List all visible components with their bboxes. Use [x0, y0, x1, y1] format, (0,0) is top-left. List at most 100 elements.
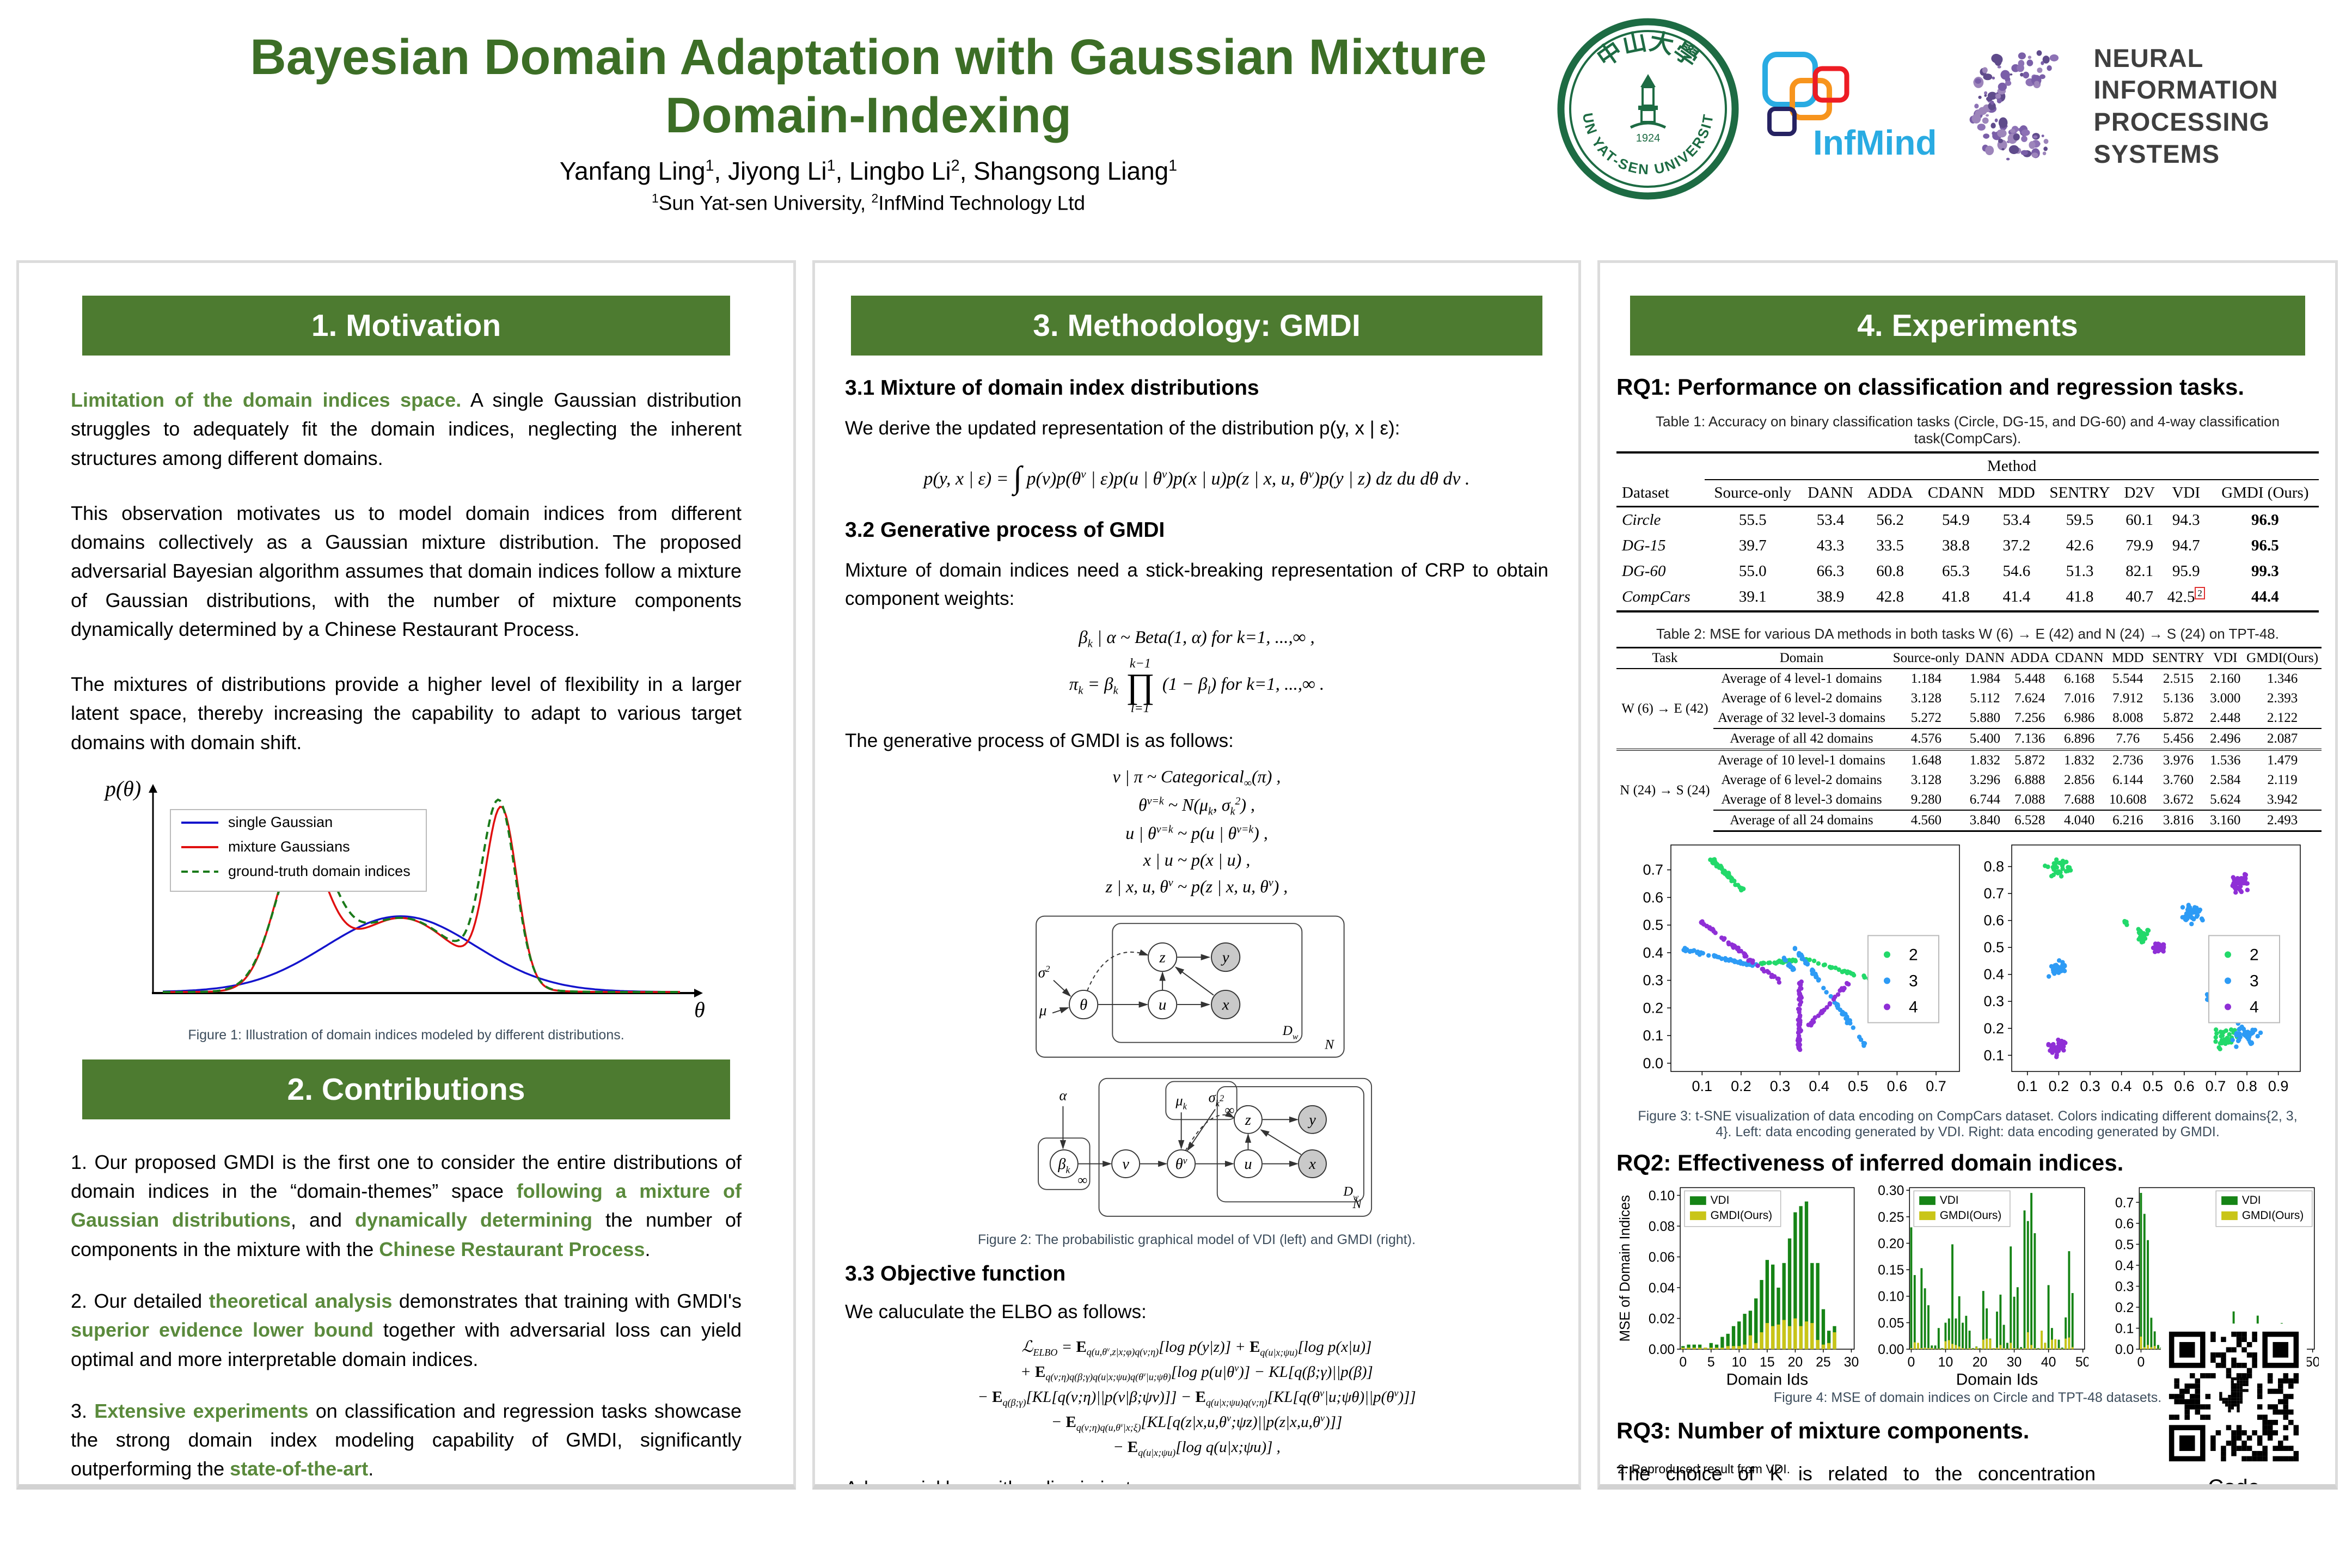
adversarial-loss-text: Adversarial loss with a discriminator: [845, 1478, 1154, 1490]
svg-text:10: 10 [1732, 1355, 1747, 1369]
svg-text:0.3: 0.3 [1643, 972, 1663, 988]
svg-text:3: 3 [2250, 972, 2259, 990]
elbo-formula-block: ℒELBO = Eq(u,θv,z|x;φ)q(v;η)[log p(y|z)]… [977, 1338, 1416, 1458]
contribution-item-1: 1. Our proposed GMDI is the first one to… [71, 1150, 742, 1260]
svg-text:σ2: σ2 [1038, 964, 1050, 981]
svg-text:0.2: 0.2 [1731, 1078, 1751, 1094]
table2-caption: Table 2: MSE for various DA methods in b… [1656, 625, 2279, 642]
svg-text:0.4: 0.4 [1643, 945, 1663, 961]
svg-text:GMDI(Ours): GMDI(Ours) [2242, 1209, 2304, 1222]
svg-text:0.5: 0.5 [2115, 1238, 2134, 1252]
rq3-heading: RQ3: Number of mixture components. [1616, 1417, 2030, 1443]
svg-text:Domain Ids: Domain Ids [1726, 1370, 1808, 1388]
svg-text:0.4: 0.4 [1809, 1078, 1829, 1094]
joint-distribution-formula: p(y, x | ε) = ∫ p(v)p(θv | ε)p(u | θv)p(… [923, 459, 1470, 495]
svg-text:0.2: 0.2 [1643, 1000, 1663, 1016]
bar-legend: VDI GMDI(Ours) [2215, 1190, 2313, 1227]
svg-text:20: 20 [1788, 1355, 1803, 1369]
svg-text:u: u [1159, 996, 1167, 1013]
svg-text:0.08: 0.08 [1649, 1220, 1675, 1234]
contributions-heading: 2. Contributions [82, 1059, 730, 1119]
svg-text:50: 50 [2305, 1355, 2319, 1369]
figure4-caption: Figure 4: MSE of domain indices on Circl… [1773, 1389, 2162, 1405]
neurips-wordmark: NEURAL INFORMATION PROCESSING SYSTEMS [2093, 43, 2278, 168]
svg-text:0: 0 [1907, 1355, 1915, 1369]
bar-legend: VDI GMDI(Ours) [1684, 1190, 1781, 1227]
figure3-vdi-scatter: 0.1 0.2 0.3 0.4 0.5 0.6 0.7 0.0 0.1 0.2 0.3 0.4 0.5 0… [1643, 844, 1960, 1094]
svg-text:0.02: 0.02 [1649, 1312, 1675, 1326]
authors: Yanfang Ling1, Jiyong Li1, Lingbo Li2, S… [559, 157, 1178, 186]
svg-text:0.1: 0.1 [1692, 1078, 1713, 1094]
svg-text:10: 10 [1938, 1355, 1953, 1369]
svg-text:0.06: 0.06 [1649, 1250, 1675, 1265]
svg-text:0.15: 0.15 [1878, 1263, 1904, 1278]
svg-text:0.20: 0.20 [1878, 1236, 1904, 1251]
svg-text:0.0: 0.0 [1643, 1055, 1663, 1071]
svg-text:θv: θv [1175, 1155, 1187, 1172]
qr-code-icon [2161, 1324, 2307, 1469]
experiments-panel: 4. Experiments RQ1: Performance on class… [1597, 260, 2338, 1490]
svg-text:0.7: 0.7 [1643, 861, 1663, 878]
svg-text:0.0: 0.0 [2115, 1343, 2134, 1357]
rq1-heading: RQ1: Performance on classification and r… [1616, 374, 2245, 400]
svg-text:0.5: 0.5 [1983, 939, 2004, 955]
footnote: 2: Reproduced result from VDI. [1618, 1462, 1791, 1476]
scatter-legend: 2 3 4 [1867, 935, 1939, 1024]
generative-process-formulas: v | π ~ Categorical∞(π) , θv=k ~ N(μk, σ… [1105, 767, 1288, 896]
svg-text:0.7: 0.7 [2115, 1196, 2134, 1210]
svg-text:p(θ): p(θ) [103, 776, 141, 801]
table-row: CompCars 39.1 38.9 42.8 41.8 41.4 41.8 40.7 42.5… [1616, 584, 2319, 612]
contribution-item-2: 2. Our detailed theoretical analysis dem… [71, 1289, 742, 1370]
motivation-panel: 1. Motivation Limitation of the domain i… [16, 260, 796, 1490]
svg-text:ground-truth domain indices: ground-truth domain indices [228, 863, 411, 879]
svg-text:0.30: 0.30 [1878, 1184, 1904, 1198]
svg-text:μk: μk [1175, 1092, 1187, 1112]
svg-text:0.05: 0.05 [1878, 1316, 1904, 1331]
figure1-legend: single Gaussian mixture Gaussians ground-t… [170, 808, 427, 892]
svg-text:0.6: 0.6 [1887, 1078, 1908, 1094]
table1: Method Dataset Source-only DANN ADDA CDANN MDD… [1616, 451, 2319, 612]
figure1-line-chart: p(θ) θ single Gaussian mixture Gaussians gro… [103, 776, 705, 1022]
scatter-legend: 2 3 4 [2208, 935, 2280, 1024]
svg-text:x: x [1222, 996, 1229, 1013]
svg-text:0.8: 0.8 [2237, 1078, 2257, 1094]
svg-text:0: 0 [2137, 1355, 2145, 1369]
svg-text:N: N [1324, 1037, 1334, 1052]
svg-text:0.2: 0.2 [1983, 1020, 2004, 1036]
svg-text:y: y [1221, 948, 1229, 966]
svg-text:4: 4 [2250, 998, 2259, 1016]
pi-formula: πk = βk k−1 ∏ l=1 (1 − βl) for k=1, ...,… [1069, 656, 1325, 715]
contribution-item-3: 3. Extensive experiments on classificati… [71, 1399, 742, 1480]
svg-text:0.5: 0.5 [1643, 917, 1663, 933]
methodology-32-text2: The generative process of GMDI is as fol… [845, 730, 1234, 751]
svg-text:α: α [1059, 1087, 1067, 1103]
svg-text:0.9: 0.9 [2268, 1078, 2289, 1094]
svg-text:mixture Gaussians: mixture Gaussians [228, 838, 350, 855]
svg-text:0.3: 0.3 [1770, 1078, 1791, 1094]
table-row: DG-15 39.7 43.3 33.5 38.8 37.2 42.6 79.9 94.7 96.… [1622, 537, 2279, 554]
svg-text:40: 40 [2041, 1355, 2056, 1369]
svg-text:GMDI(Ours): GMDI(Ours) [1711, 1209, 1772, 1222]
svg-text:0.2: 0.2 [2115, 1301, 2134, 1315]
svg-text:0.10: 0.10 [1649, 1189, 1675, 1203]
svg-text:0: 0 [1679, 1355, 1687, 1369]
experiments-heading: 4. Experiments [1630, 296, 2305, 356]
methodology-33-heading: 3.3 Objective function [845, 1261, 1066, 1285]
svg-text:0.2: 0.2 [2049, 1078, 2069, 1094]
motivation-paragraph-2: This observation motivates us to model d… [71, 501, 742, 640]
figure3-caption: Figure 3: t-SNE visualization of data en… [1638, 1108, 2298, 1140]
sysu-logo: 中山大學 SUN YAT-SEN UNIVERSITY 1924 [1549, 2, 1742, 206]
svg-text:GMDI(Ours): GMDI(Ours) [1939, 1209, 2001, 1222]
code-label: Code [2208, 1475, 2260, 1490]
motivation-paragraph-1: Limitation of the domain indices space. … [71, 389, 742, 469]
figure1-caption: Figure 1: Illustration of domain indices… [188, 1027, 624, 1043]
table-row: Average of 32 level-3 domains 5.272 5.880 7… [1718, 710, 2298, 725]
table2: Task Domain Source-only DANN ADDA CDANN MDD SEN… [1616, 646, 2322, 832]
svg-text:single Gaussian: single Gaussian [228, 814, 333, 830]
product-symbol: k−1 ∏ l=1 [1125, 656, 1155, 715]
svg-text:0.3: 0.3 [2115, 1279, 2134, 1294]
svg-text:0.5: 0.5 [2142, 1078, 2163, 1094]
sysu-tower-icon [1630, 74, 1667, 129]
